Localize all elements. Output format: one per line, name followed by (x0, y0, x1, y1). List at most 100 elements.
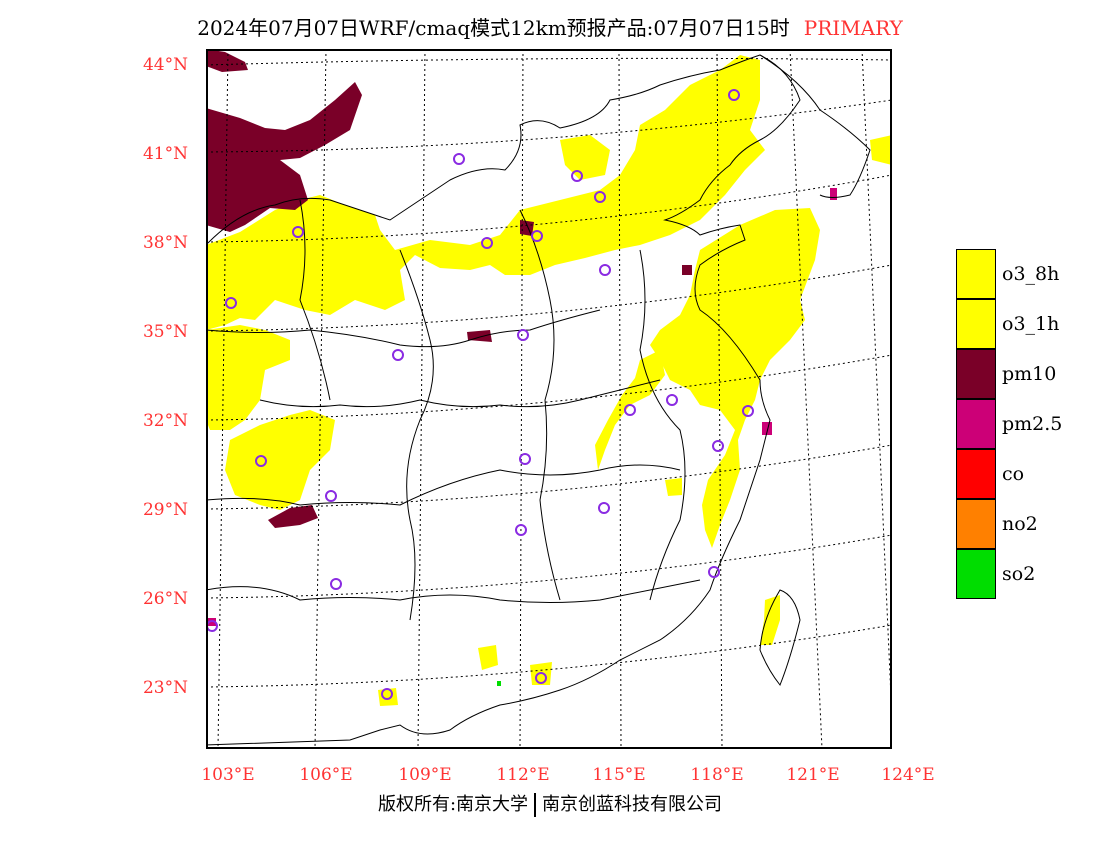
o3-region-east (650, 208, 820, 548)
meridian-109 (417, 51, 426, 747)
o3-region-central-band (595, 350, 665, 470)
lat-label-35: 35°N (142, 322, 188, 342)
station-marker[interactable] (515, 524, 527, 536)
pm10-region-shandong (682, 265, 692, 275)
province-boundary-e (399, 249, 434, 621)
station-marker[interactable] (519, 453, 531, 465)
station-marker[interactable] (330, 578, 342, 590)
pm10-regions (208, 51, 692, 528)
station-marker[interactable] (453, 153, 465, 165)
lat-label-26: 26°N (142, 589, 188, 609)
o3-region-beijing (560, 135, 610, 180)
lon-label-112: 112°E (496, 765, 550, 785)
legend-swatch-o3-1h (956, 299, 996, 349)
station-marker[interactable] (531, 230, 543, 242)
station-marker[interactable] (517, 329, 529, 341)
footer-separator (534, 793, 537, 817)
station-marker[interactable] (571, 170, 583, 182)
legend-swatch-o3-8h (956, 249, 996, 299)
title-tag: PRIMARY (803, 16, 903, 40)
province-boundary-f (519, 209, 561, 601)
meridian-115 (618, 51, 622, 747)
station-marker[interactable] (742, 405, 754, 417)
map-panel[interactable] (206, 49, 892, 749)
station-marker[interactable] (225, 297, 237, 309)
province-boundary-g (639, 249, 686, 601)
legend-swatch-no2 (956, 499, 996, 549)
legend-label: o3_8h (1002, 263, 1060, 285)
lat-label-32: 32°N (142, 411, 188, 431)
so2-regions (497, 681, 501, 686)
lon-label-109: 109°E (398, 765, 452, 785)
station-marker[interactable] (481, 237, 493, 249)
parallel-38 (208, 174, 890, 243)
legend-label: co (1002, 463, 1025, 485)
province-boundary-d (208, 579, 701, 603)
o3-region-korea (870, 135, 890, 165)
legend-label: pm10 (1002, 363, 1057, 385)
province-boundary-b (259, 379, 661, 408)
station-marker[interactable] (392, 349, 404, 361)
meridian-121 (789, 51, 823, 747)
lat-label-44: 44°N (142, 55, 188, 75)
station-marker[interactable] (207, 620, 218, 632)
province-boundary-c (208, 464, 681, 506)
station-marker[interactable] (594, 191, 606, 203)
legend-label: pm2.5 (1002, 413, 1063, 435)
coastline-border (208, 54, 801, 746)
o3-region-north (208, 55, 765, 330)
legend-swatch-pm10 (956, 349, 996, 399)
station-marker[interactable] (624, 404, 636, 416)
station-marker[interactable] (325, 490, 337, 502)
so2-cell (497, 681, 501, 686)
pm25-region-shanghai (762, 422, 772, 435)
parallel-44 (208, 57, 890, 66)
title-main: 2024年07月07日WRF/cmaq模式12km预报产品:07月07日15时 (197, 16, 790, 40)
lat-label-29: 29°N (142, 500, 188, 520)
meridian-103 (217, 51, 229, 747)
station-marker[interactable] (599, 264, 611, 276)
footer-left: 版权所有:南京大学 (377, 794, 529, 815)
meridian-112 (519, 51, 524, 747)
map-title: 2024年07月07日WRF/cmaq模式12km预报产品:07月07日15时 P… (0, 12, 1100, 41)
station-marker[interactable] (381, 688, 393, 700)
lon-label-103: 103°E (201, 765, 255, 785)
station-marker[interactable] (666, 394, 678, 406)
station-marker[interactable] (708, 566, 720, 578)
legend-label: so2 (1002, 563, 1036, 585)
boundaries (208, 54, 871, 746)
o3-region-west-a (208, 325, 290, 430)
o3-region-south-c (378, 688, 398, 706)
lat-label-41: 41°N (142, 144, 188, 164)
parallel-35 (208, 264, 890, 332)
station-marker[interactable] (712, 440, 724, 452)
o3-region-fujian (665, 478, 682, 496)
parallel-41 (208, 99, 890, 153)
legend-swatch-pm25 (956, 399, 996, 449)
station-marker[interactable] (535, 672, 547, 684)
pm10-region-northwest (208, 82, 362, 232)
station-markers (207, 89, 754, 700)
parallel-32 (208, 354, 890, 421)
pm10-region-north-edge (208, 51, 248, 72)
lat-label-23: 23°N (142, 678, 188, 698)
legend-label: no2 (1002, 513, 1038, 535)
taiwan-outline (759, 589, 801, 686)
lon-label-124: 124°E (881, 765, 935, 785)
province-boundary-h (299, 199, 331, 401)
copyright-footer: 版权所有:南京大学 南京创蓝科技有限公司 (0, 790, 1100, 817)
province-boundary-a (208, 309, 601, 348)
pm10-region-sichuan (268, 505, 318, 528)
pm25-region-liaoning (830, 188, 837, 200)
o3-region-south-a (478, 645, 498, 670)
meridian-106 (314, 51, 327, 747)
parallel-29 (208, 444, 890, 510)
station-marker[interactable] (598, 502, 610, 514)
station-marker[interactable] (292, 226, 304, 238)
meridian-124 (861, 51, 890, 687)
lon-label-106: 106°E (299, 765, 353, 785)
lat-label-38: 38°N (142, 233, 188, 253)
legend-swatch-co (956, 449, 996, 499)
station-marker[interactable] (728, 89, 740, 101)
station-marker[interactable] (255, 455, 267, 467)
